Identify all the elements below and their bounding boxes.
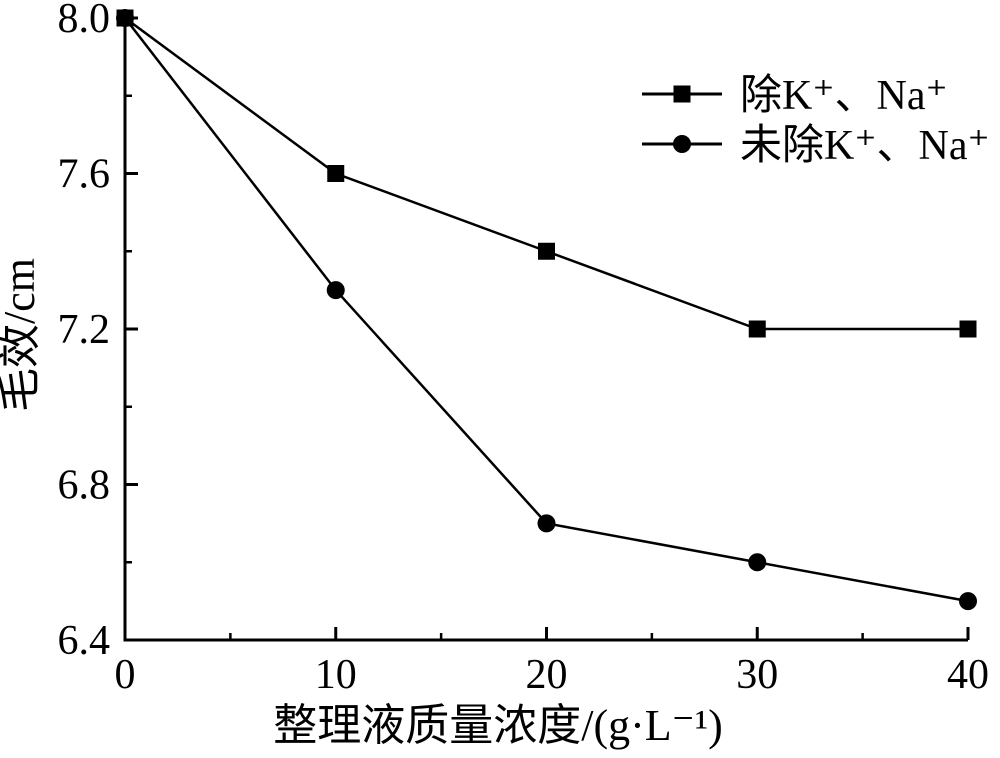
x-tick-label: 0 <box>115 652 136 698</box>
series-1-square-marker <box>538 242 555 260</box>
x-tick-label: 30 <box>736 652 778 698</box>
series-1-line <box>124 16 968 331</box>
y-tick-label: 7.6 <box>58 152 111 198</box>
x-tick-label: 40 <box>947 652 989 698</box>
y-tick-label: 7.2 <box>58 307 111 353</box>
legend-series-2-circle-marker <box>673 135 691 153</box>
x-tick-label: 10 <box>315 652 357 698</box>
series-2-circle-marker <box>537 514 556 533</box>
legend: 除K⁺、Na⁺ 未除K⁺、Na⁺ <box>642 72 990 169</box>
series-1-square-marker <box>748 320 766 338</box>
y-axis-title: 毛效/cm <box>0 258 44 412</box>
data-series <box>116 9 977 611</box>
series-1-square-marker <box>959 320 977 338</box>
x-tick-label: 20 <box>526 652 568 698</box>
y-tick-label: 6.4 <box>58 618 111 664</box>
series-2-circle-marker <box>748 553 767 572</box>
x-axis-title: 整理液质量浓度/(g·L⁻¹) <box>273 701 722 750</box>
axes: 6.4 6.8 7.2 7.6 8.0 0 10 20 30 40 <box>58 0 990 698</box>
y-tick-label: 6.8 <box>58 463 111 509</box>
legend-series-1-square-marker <box>673 85 691 103</box>
series-1-square-marker <box>327 165 345 182</box>
y-tick-label: 8.0 <box>58 0 111 42</box>
series-2-circle-marker <box>116 9 134 27</box>
series-2-circle-marker <box>326 281 345 300</box>
series-2-circle-marker <box>959 592 977 611</box>
legend-label-series-1: 除K⁺、Na⁺ <box>740 72 948 119</box>
legend-label-series-2: 未除K⁺、Na⁺ <box>740 122 990 169</box>
